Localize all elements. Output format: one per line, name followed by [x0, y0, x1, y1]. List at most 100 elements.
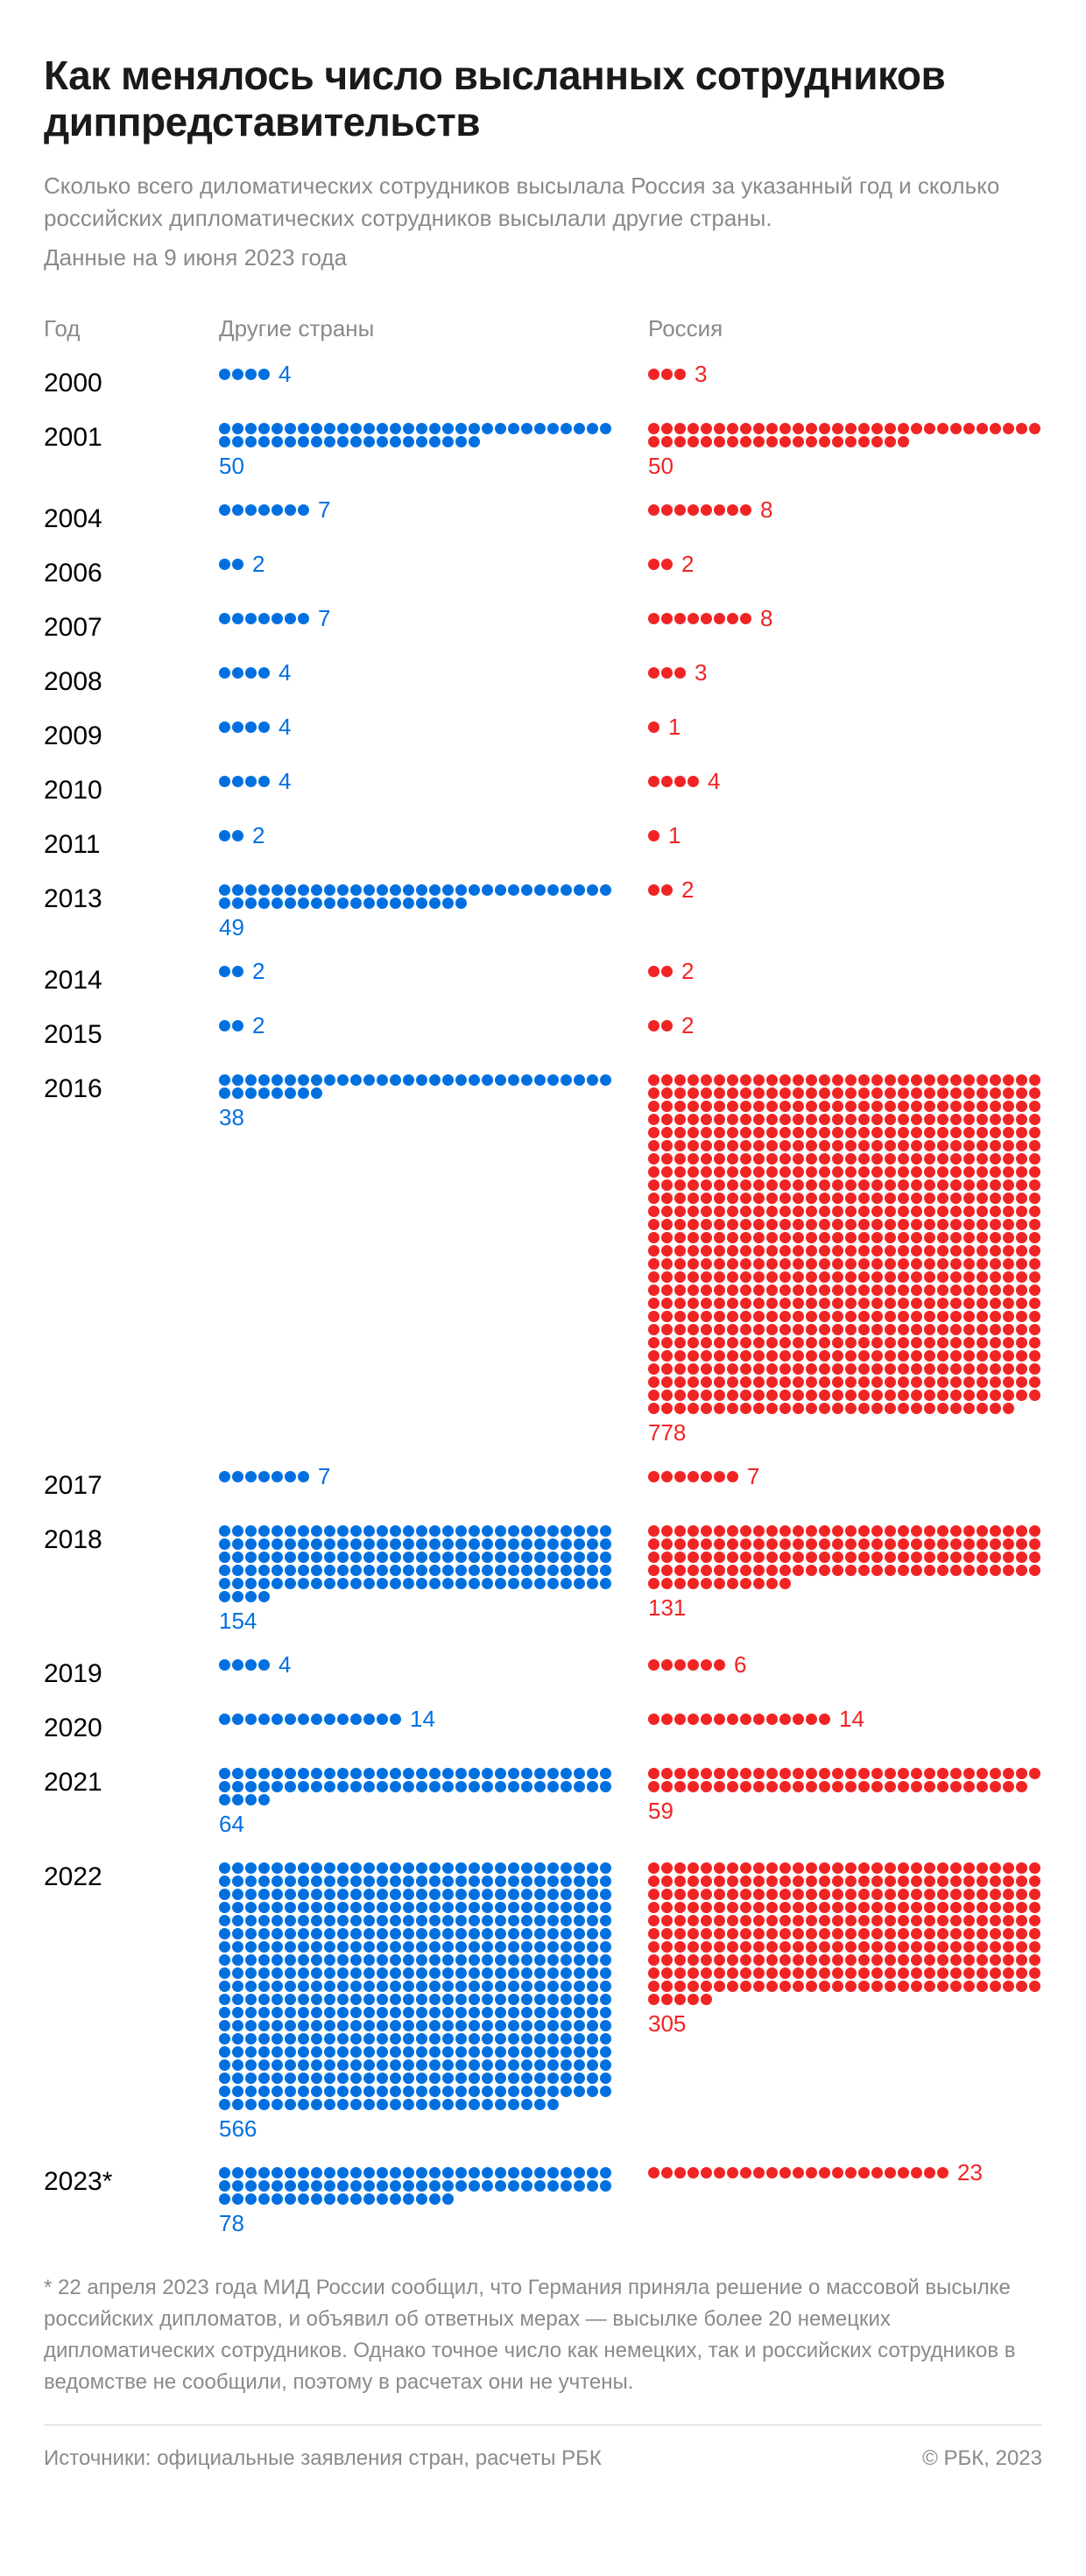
- value-label: 7: [747, 1471, 759, 1482]
- dot-cell-others: 2: [219, 966, 613, 977]
- dot-cell-russia: 778: [648, 1074, 1042, 1446]
- value-label: 4: [279, 1659, 291, 1671]
- as-of-date: Данные на 9 июня 2023 года: [44, 244, 1042, 271]
- year-label: 2018: [44, 1525, 184, 1555]
- data-row: 2018 154 131: [44, 1525, 1042, 1635]
- dot-grid: [648, 613, 751, 624]
- dot-cell-russia: 2: [648, 1020, 1042, 1031]
- dot-cell-others: 14: [219, 1714, 613, 1725]
- dot-cell-russia: 4: [648, 776, 1042, 787]
- value-label: 1: [668, 830, 681, 841]
- footnote: * 22 апреля 2023 года МИД России сообщил…: [44, 2272, 1042, 2425]
- dot-grid: [219, 1714, 401, 1725]
- value-label: 7: [318, 1471, 330, 1482]
- dot-cell-others: 4: [219, 1659, 613, 1671]
- value-label: 131: [648, 1594, 1042, 1622]
- dot-cell-russia: 59: [648, 1768, 1042, 1825]
- dot-cell-others: 64: [219, 1768, 613, 1838]
- source-line: Источники: официальные заявления стран, …: [44, 2446, 602, 2471]
- dot-cell-others: 49: [219, 884, 613, 941]
- dot-grid: [648, 1659, 725, 1671]
- data-row: 2019 4 6: [44, 1659, 1042, 1689]
- dot-grid: [219, 504, 309, 516]
- dot-cell-others: 7: [219, 613, 613, 624]
- value-label: 7: [318, 504, 330, 516]
- year-label: 2017: [44, 1471, 184, 1501]
- dot-cell-russia: 3: [648, 667, 1042, 679]
- data-row: 2023*7823: [44, 2167, 1042, 2237]
- dot-grid: [219, 559, 243, 570]
- year-label: 2007: [44, 613, 184, 643]
- dot-cell-others: 4: [219, 667, 613, 679]
- dot-grid: [648, 1020, 673, 1031]
- dot-cell-russia: 2: [648, 966, 1042, 977]
- value-label: 2: [252, 830, 264, 841]
- dot-grid: [219, 884, 611, 909]
- value-label: 154: [219, 1608, 613, 1635]
- year-label: 2008: [44, 667, 184, 697]
- value-label: 4: [708, 776, 720, 787]
- value-label: 4: [279, 369, 291, 380]
- dot-grid: [648, 721, 659, 733]
- dot-cell-russia: 1: [648, 830, 1042, 841]
- data-row: 201638778: [44, 1074, 1042, 1446]
- value-label: 6: [734, 1659, 746, 1671]
- dot-cell-others: 50: [219, 423, 613, 480]
- dot-cell-others: 566: [219, 1862, 613, 2143]
- dot-cell-russia: 8: [648, 504, 1042, 516]
- dot-cell-russia: 2: [648, 884, 1042, 896]
- dot-cell-others: 7: [219, 504, 613, 516]
- year-label: 2021: [44, 1768, 184, 1798]
- dot-grid: [219, 830, 243, 841]
- value-label: 4: [279, 776, 291, 787]
- year-label: 2016: [44, 1074, 184, 1104]
- dot-grid: [648, 2167, 948, 2178]
- value-label: 566: [219, 2115, 613, 2143]
- dot-grid: [219, 1074, 611, 1099]
- data-row: 2008 4 3: [44, 667, 1042, 697]
- year-label: 2014: [44, 966, 184, 996]
- column-headers: Год Другие страны Россия: [44, 315, 1042, 342]
- data-row: 2013492: [44, 884, 1042, 941]
- value-label: 3: [695, 369, 707, 380]
- value-label: 4: [279, 721, 291, 733]
- data-row: 2010 4 4: [44, 776, 1042, 806]
- dot-grid: [219, 1471, 309, 1482]
- dot-cell-others: 4: [219, 721, 613, 733]
- value-label: 59: [648, 1798, 1042, 1825]
- value-label: 64: [219, 1811, 613, 1838]
- dot-grid: [219, 423, 611, 447]
- data-row: 2014 2 2: [44, 966, 1042, 996]
- year-label: 2015: [44, 1020, 184, 1050]
- value-label: 8: [760, 613, 772, 624]
- value-label: 49: [219, 914, 613, 941]
- chart-subtitle: Сколько всего диломатических сотрудников…: [44, 170, 1042, 236]
- year-label: 2010: [44, 776, 184, 806]
- value-label: 2: [252, 1020, 264, 1031]
- dot-grid: [219, 1768, 611, 1805]
- dot-cell-others: 7: [219, 1471, 613, 1482]
- data-rows: 2000432001505020047820062220077820084320…: [44, 369, 1042, 2237]
- copyright: © РБК, 2023: [922, 2446, 1042, 2471]
- data-row: 20015050: [44, 423, 1042, 480]
- data-row: 2021 64 59: [44, 1768, 1042, 1838]
- dot-cell-others: 2: [219, 830, 613, 841]
- value-label: 2: [252, 966, 264, 977]
- year-label: 2019: [44, 1659, 184, 1689]
- dot-cell-others: 154: [219, 1525, 613, 1635]
- value-label: 14: [839, 1714, 864, 1725]
- value-label: 8: [760, 504, 772, 516]
- year-label: 2009: [44, 721, 184, 751]
- dot-grid: [648, 423, 1040, 447]
- year-label: 2022: [44, 1862, 184, 1892]
- data-row: 201121: [44, 830, 1042, 860]
- header-others: Другие страны: [219, 315, 613, 342]
- infographic-root: Как менялось число высланных сотрудников…: [0, 0, 1086, 2506]
- dot-cell-russia: 6: [648, 1659, 1042, 1671]
- value-label: 2: [252, 559, 264, 570]
- dot-grid: [648, 1471, 738, 1482]
- dot-cell-russia: 3: [648, 369, 1042, 380]
- value-label: 305: [648, 2010, 1042, 2038]
- dot-grid: [219, 776, 270, 787]
- value-label: 50: [648, 453, 1042, 480]
